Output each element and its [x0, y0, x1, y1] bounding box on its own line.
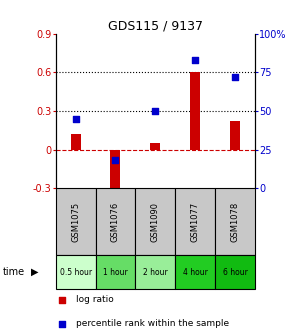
Bar — [215, 188, 255, 255]
Text: 4 hour: 4 hour — [183, 268, 207, 277]
Bar — [110, 150, 120, 199]
Point — [233, 74, 237, 80]
Bar — [71, 134, 81, 150]
Point — [113, 158, 118, 163]
Bar — [96, 188, 135, 255]
Bar — [190, 72, 200, 150]
Text: percentile rank within the sample: percentile rank within the sample — [76, 320, 229, 328]
Bar — [175, 255, 215, 289]
Point — [153, 108, 158, 114]
Bar — [175, 188, 215, 255]
Text: 0.5 hour: 0.5 hour — [59, 268, 92, 277]
Text: 2 hour: 2 hour — [143, 268, 168, 277]
Text: GSM1076: GSM1076 — [111, 202, 120, 242]
Title: GDS115 / 9137: GDS115 / 9137 — [108, 19, 203, 33]
Bar — [230, 121, 240, 150]
Point — [73, 116, 78, 121]
Text: GSM1090: GSM1090 — [151, 202, 160, 242]
Text: GSM1077: GSM1077 — [191, 202, 200, 242]
Point — [193, 57, 197, 62]
Text: 1 hour: 1 hour — [103, 268, 128, 277]
Text: GSM1078: GSM1078 — [231, 202, 239, 242]
Bar — [215, 255, 255, 289]
Bar — [135, 255, 175, 289]
Bar — [135, 188, 175, 255]
Text: ▶: ▶ — [31, 267, 39, 277]
Bar — [96, 255, 135, 289]
Bar — [56, 255, 96, 289]
Bar — [56, 188, 96, 255]
Text: GSM1075: GSM1075 — [71, 202, 80, 242]
Text: 6 hour: 6 hour — [223, 268, 247, 277]
Point — [59, 321, 64, 327]
Text: time: time — [3, 267, 25, 277]
Text: log ratio: log ratio — [76, 295, 113, 304]
Bar — [150, 143, 160, 150]
Point — [59, 297, 64, 302]
